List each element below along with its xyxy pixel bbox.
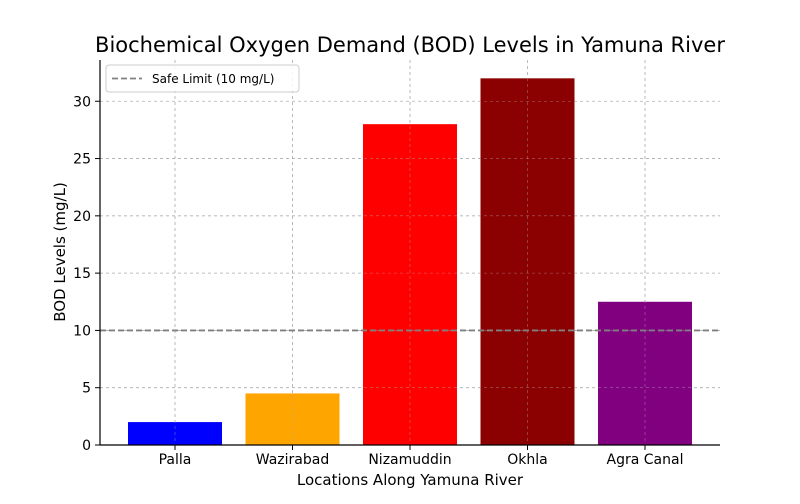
legend: Safe Limit (10 mg/L)	[105, 64, 300, 93]
y-tick-label: 10	[73, 323, 91, 339]
x-axis-ticks: Palla Wazirabad Nizamuddin Okhla Agra Canal	[159, 445, 684, 468]
legend-box	[105, 64, 300, 93]
x-tick-label: Palla	[159, 452, 192, 468]
x-tick-label: Okhla	[507, 452, 547, 468]
y-axis-ticks: 0 5 10 15 20 25 30	[73, 94, 100, 454]
chart-title: Biochemical Oxygen Demand (BOD) Levels i…	[95, 33, 725, 57]
y-tick-label: 15	[73, 266, 91, 282]
y-tick-label: 0	[82, 438, 91, 454]
y-axis-label: BOD Levels (mg/L)	[51, 182, 69, 322]
legend-label: Safe Limit (10 mg/L)	[152, 72, 274, 86]
x-tick-label: Agra Canal	[607, 452, 684, 468]
y-tick-label: 30	[73, 94, 91, 110]
y-tick-label: 20	[73, 209, 91, 225]
x-tick-label: Nizamuddin	[368, 452, 451, 468]
x-axis-label: Locations Along Yamuna River	[297, 471, 524, 489]
y-tick-label: 25	[73, 152, 91, 168]
bar-wazirabad	[245, 393, 340, 445]
y-tick-label: 5	[82, 381, 91, 397]
bars	[100, 60, 720, 446]
x-tick-label: Wazirabad	[256, 452, 329, 468]
